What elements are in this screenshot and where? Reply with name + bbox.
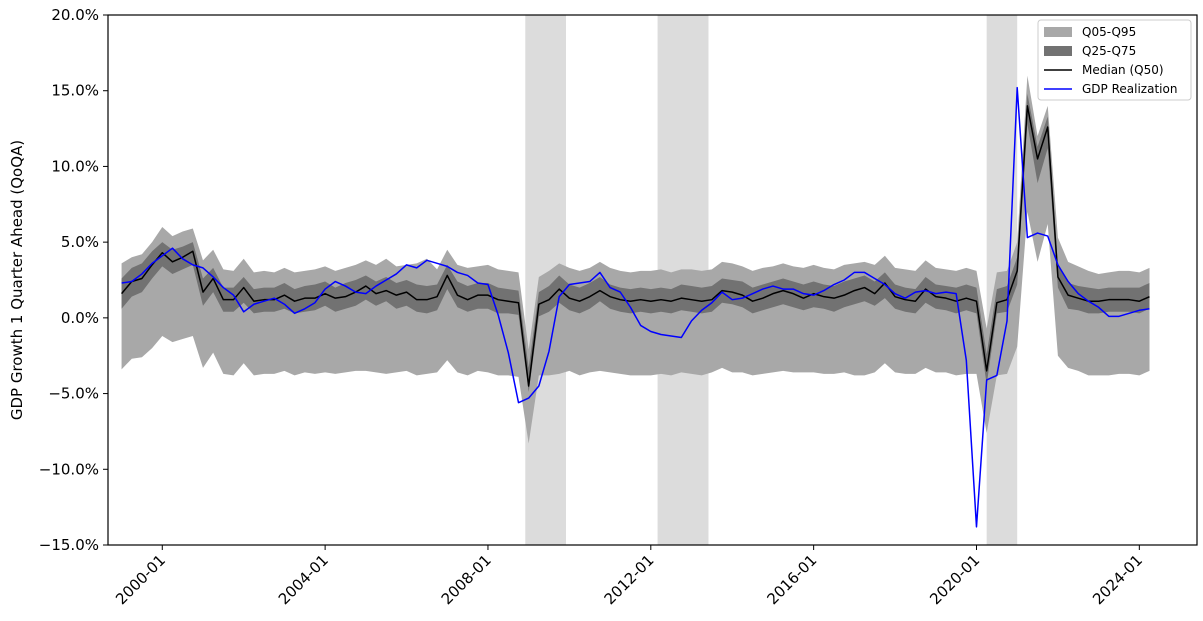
x-axis: 2000-01 2004-01 2008-01 2012-01 2016-01 2020-… [112, 545, 1146, 608]
y-tick-label: 15.0% [51, 82, 99, 100]
y-tick-label: 10.0% [51, 157, 99, 175]
legend: Q05-Q95 Q25-Q75 Median (Q50) GDP Realizatio… [1037, 19, 1192, 101]
legend-entry: GDP Realization [1082, 82, 1177, 96]
legend-box [1037, 19, 1192, 101]
legend-swatch [1044, 46, 1072, 56]
x-tick-label: 2004-01 [275, 551, 332, 608]
legend-swatch [1044, 27, 1072, 37]
y-axis: −15.0% −10.0% −5.0% 0.0% 5.0% 10.0% 15.0% 20.0% [39, 6, 108, 554]
y-tick-label: 5.0% [61, 233, 99, 251]
quantile-bands [121, 75, 1150, 444]
x-tick-label: 2024-01 [1089, 551, 1146, 608]
plot-frame [107, 14, 1198, 546]
x-tick-label: 2016-01 [763, 551, 820, 608]
q25-q75-band [121, 93, 1150, 393]
y-tick-label: 0.0% [61, 309, 99, 327]
y-tick-label: −5.0% [48, 385, 99, 403]
y-tick-label: −15.0% [39, 536, 99, 554]
x-tick-label: 2020-01 [926, 551, 983, 608]
x-tick-label: 2012-01 [601, 551, 658, 608]
legend-entry: Median (Q50) [1082, 63, 1164, 77]
legend-entry: Q25-Q75 [1082, 44, 1136, 58]
x-tick-label: 2008-01 [438, 551, 495, 608]
y-tick-label: 20.0% [51, 6, 99, 24]
y-tick-label: −10.0% [39, 460, 99, 478]
q05-q95-band [121, 75, 1150, 444]
series-lines [120, 86, 1150, 528]
legend-entry: Q05-Q95 [1082, 25, 1136, 39]
median-q50-line [120, 105, 1150, 387]
y-axis-label: GDP Growth 1 Quarter Ahead (QoQA) [8, 140, 26, 420]
x-tick-label: 2000-01 [112, 551, 169, 608]
gdp-realization-line [121, 86, 1150, 528]
